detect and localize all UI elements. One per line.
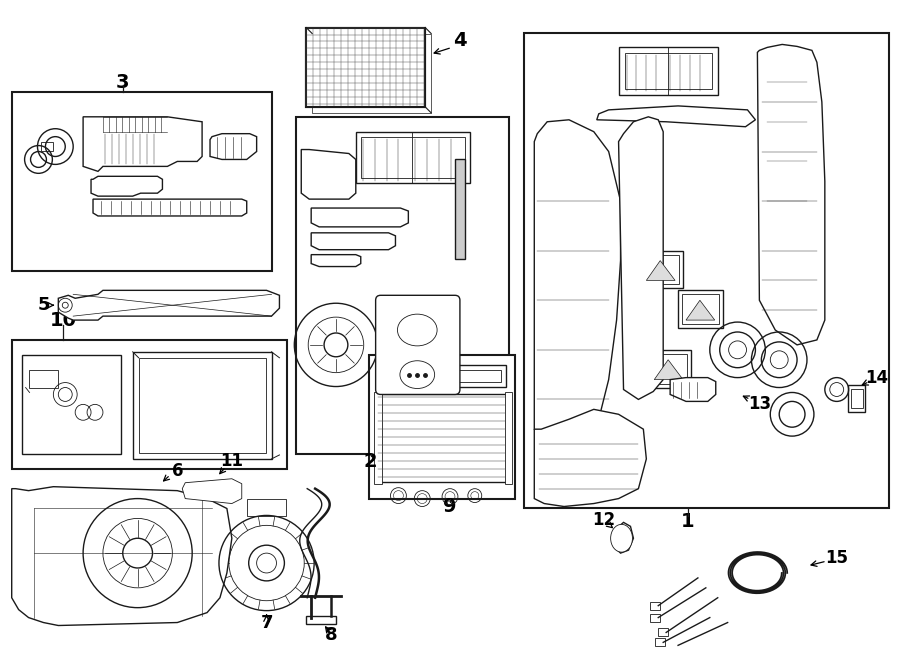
Bar	[369, 355, 516, 498]
Bar	[12, 92, 272, 271]
Bar	[132, 352, 272, 459]
Bar	[306, 28, 425, 107]
Bar	[356, 132, 470, 183]
Bar	[658, 628, 668, 636]
Text: 4: 4	[453, 31, 467, 50]
Polygon shape	[302, 150, 356, 199]
Polygon shape	[12, 487, 232, 626]
Bar	[22, 355, 121, 454]
Text: 13: 13	[748, 395, 771, 413]
Polygon shape	[670, 377, 716, 401]
Polygon shape	[210, 134, 256, 160]
Ellipse shape	[398, 314, 437, 346]
Bar	[646, 350, 691, 387]
Bar	[306, 28, 425, 107]
Polygon shape	[758, 44, 824, 345]
Bar	[315, 211, 400, 223]
Text: 5: 5	[37, 296, 50, 314]
Bar	[307, 156, 349, 186]
Bar	[375, 395, 507, 482]
Text: 15: 15	[825, 549, 848, 567]
Bar	[312, 34, 431, 113]
Bar	[625, 54, 712, 89]
Bar	[651, 354, 687, 383]
Bar	[505, 393, 512, 484]
Polygon shape	[311, 233, 395, 250]
Bar	[638, 251, 683, 289]
Polygon shape	[597, 106, 755, 126]
Bar	[655, 638, 665, 646]
Bar	[525, 32, 889, 508]
Bar	[643, 255, 680, 285]
Bar	[682, 295, 719, 324]
Bar	[678, 291, 723, 328]
Polygon shape	[535, 120, 621, 447]
Polygon shape	[83, 117, 202, 171]
Text: 10: 10	[50, 310, 76, 330]
Polygon shape	[311, 208, 409, 227]
Ellipse shape	[400, 361, 435, 389]
Text: 12: 12	[592, 512, 616, 530]
Bar	[247, 498, 286, 516]
Polygon shape	[535, 409, 646, 506]
Polygon shape	[58, 291, 279, 320]
Polygon shape	[311, 255, 361, 267]
Polygon shape	[646, 261, 675, 281]
Bar	[383, 369, 500, 381]
Bar	[41, 142, 53, 150]
Text: 14: 14	[865, 369, 888, 387]
Text: 2: 2	[364, 452, 377, 471]
Text: 1: 1	[681, 512, 695, 531]
Bar	[29, 369, 58, 387]
Text: 7: 7	[260, 614, 273, 632]
Bar	[618, 48, 717, 95]
Bar	[651, 602, 661, 610]
Bar	[455, 160, 465, 259]
Bar	[651, 614, 661, 622]
Polygon shape	[183, 479, 242, 504]
Polygon shape	[93, 199, 247, 216]
Bar	[374, 393, 382, 484]
Text: 9: 9	[443, 497, 456, 516]
Text: 11: 11	[220, 452, 243, 470]
Bar	[848, 385, 866, 412]
Bar	[139, 357, 266, 453]
Text: 8: 8	[325, 626, 338, 644]
Text: 3: 3	[116, 73, 130, 91]
Polygon shape	[91, 176, 162, 196]
Bar	[306, 616, 336, 624]
Polygon shape	[618, 117, 663, 399]
Bar	[296, 117, 509, 454]
FancyBboxPatch shape	[375, 295, 460, 395]
Text: 6: 6	[172, 462, 183, 480]
Bar	[850, 389, 862, 408]
Polygon shape	[654, 359, 683, 379]
Ellipse shape	[610, 524, 633, 552]
Polygon shape	[686, 301, 715, 320]
Bar	[361, 136, 465, 178]
Polygon shape	[614, 522, 634, 553]
Bar	[379, 365, 506, 387]
Bar	[12, 340, 287, 469]
